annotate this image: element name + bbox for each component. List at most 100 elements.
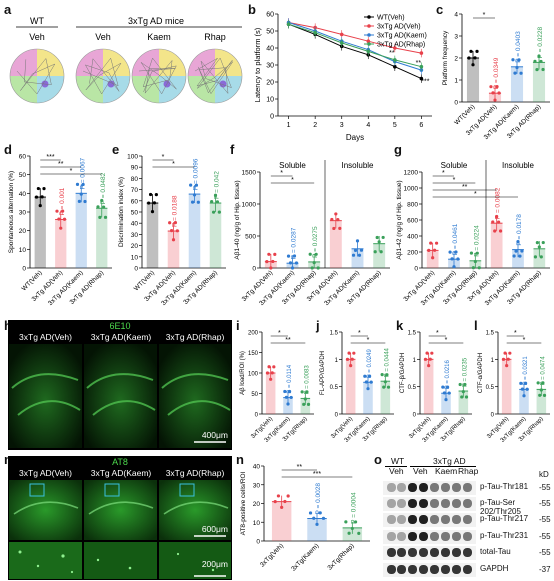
wb-row bbox=[383, 497, 476, 511]
y-tick-label: 3 bbox=[454, 34, 458, 41]
bar bbox=[490, 223, 503, 268]
y-tick-label: 1000 bbox=[404, 186, 419, 193]
wb-band bbox=[430, 515, 439, 524]
data-point bbox=[273, 500, 277, 504]
maze-quadrant bbox=[132, 49, 159, 76]
wb-band bbox=[441, 483, 450, 492]
wb-band bbox=[387, 548, 396, 557]
significance-stars: * bbox=[162, 154, 165, 161]
data-point bbox=[355, 239, 360, 243]
data-point bbox=[433, 248, 437, 252]
data-point bbox=[380, 373, 384, 377]
data-point bbox=[541, 381, 545, 385]
p-value-label: P = 0.0028 bbox=[315, 483, 322, 515]
data-point bbox=[173, 221, 178, 225]
data-point bbox=[308, 511, 313, 515]
data-point bbox=[59, 226, 63, 230]
maze-pool bbox=[187, 48, 243, 104]
bar bbox=[345, 359, 356, 414]
data-point bbox=[505, 364, 509, 368]
wb-header-ad: 3xTg AD bbox=[433, 456, 466, 466]
y-tick-label: 40 bbox=[19, 191, 27, 198]
bar bbox=[363, 382, 373, 414]
swim-path bbox=[82, 57, 122, 95]
data-point bbox=[423, 357, 428, 361]
significance-stars: * bbox=[442, 170, 445, 177]
data-point bbox=[152, 201, 157, 205]
wb-band bbox=[397, 532, 406, 541]
chart-d-spontaneous-alternation: 0 10 20 30 40 50 60 Spontaneous alternation (%)… bbox=[8, 154, 112, 307]
x-tick-label: 4 bbox=[366, 122, 370, 129]
wb-row-label: total-Tau bbox=[480, 547, 511, 556]
data-point bbox=[57, 217, 61, 221]
data-point bbox=[196, 200, 200, 204]
wb-band bbox=[452, 565, 461, 574]
data-point bbox=[429, 241, 433, 245]
data-point bbox=[381, 235, 385, 240]
data-point bbox=[283, 389, 287, 394]
data-point bbox=[489, 85, 493, 89]
bar bbox=[271, 501, 292, 541]
maze-pool bbox=[9, 48, 65, 104]
wb-row-label: p-Tau-Thr231 bbox=[480, 531, 529, 540]
data-point bbox=[366, 387, 370, 391]
y-tick-label: 4 bbox=[454, 12, 458, 19]
wt-header: WT bbox=[30, 16, 44, 26]
y-tick-label: 0.5 bbox=[408, 385, 417, 391]
wb-band bbox=[452, 548, 461, 557]
data-point bbox=[514, 249, 518, 253]
h-title-veh: 3xTg AD(Veh) bbox=[19, 332, 72, 342]
y-tick-label: 150 bbox=[248, 351, 259, 357]
y-tick-label: 50 bbox=[251, 392, 258, 398]
data-point bbox=[347, 351, 351, 355]
y-tick-label: 60 bbox=[266, 12, 274, 19]
wb-header-wt: WT bbox=[391, 456, 405, 466]
data-point bbox=[533, 59, 537, 63]
data-point bbox=[288, 261, 293, 265]
data-point bbox=[379, 250, 383, 254]
data-point bbox=[473, 259, 477, 264]
significance-stars: ** bbox=[389, 50, 395, 57]
bar bbox=[458, 391, 469, 414]
bar bbox=[96, 208, 108, 268]
wb-row bbox=[383, 481, 476, 495]
y-tick-label: 30 bbox=[253, 482, 261, 489]
data-point bbox=[419, 76, 424, 81]
legend-marker bbox=[367, 42, 371, 46]
significance-stars: * bbox=[278, 330, 281, 337]
wb-band bbox=[463, 499, 472, 508]
y-tick-label: 30 bbox=[19, 210, 27, 217]
significance-stars: * bbox=[474, 191, 477, 198]
data-point bbox=[308, 252, 312, 256]
p-value-label: P = 0.0224 bbox=[473, 225, 480, 257]
data-point bbox=[493, 98, 497, 102]
series-line bbox=[288, 23, 422, 68]
y-tick-label: 10 bbox=[131, 254, 139, 261]
m-scale-bar-bottom: 200μm bbox=[201, 559, 228, 569]
panel-h-micrographs: 6E10 3xTg AD(Veh) 3xTg AD(Kaem) 3xTg AD(… bbox=[8, 320, 232, 450]
group-label-ad-kaem: Kaem bbox=[147, 32, 171, 42]
chart-j-fl-app: 00.511.5FL-APP/GAPDH3xTg(Veh)3xTg(Kaem)3… bbox=[320, 330, 394, 444]
data-point bbox=[61, 209, 65, 213]
data-point bbox=[515, 65, 519, 70]
maze-quadrant bbox=[37, 49, 64, 76]
data-point bbox=[523, 381, 528, 385]
p-value-label: P = 0.0096 bbox=[193, 158, 200, 190]
data-point bbox=[497, 91, 501, 95]
y-tick-label: 200 bbox=[407, 250, 418, 257]
data-point bbox=[102, 205, 106, 209]
data-point bbox=[38, 204, 42, 208]
y-tick-label: 1 bbox=[454, 78, 458, 85]
y-tick-label: 0 bbox=[454, 100, 458, 107]
y-axis-label: FL-APP/GAPDH bbox=[320, 351, 326, 395]
data-point bbox=[491, 220, 495, 224]
data-point bbox=[269, 377, 273, 381]
data-point bbox=[210, 200, 214, 204]
x-tick-label: 2 bbox=[313, 122, 317, 129]
data-point bbox=[535, 67, 539, 72]
data-point bbox=[512, 254, 516, 258]
data-point bbox=[83, 199, 87, 204]
panel-a-maze: WT 3xTg AD mice Veh Veh Kaem Rhap bbox=[9, 16, 243, 104]
data-point bbox=[473, 56, 477, 60]
